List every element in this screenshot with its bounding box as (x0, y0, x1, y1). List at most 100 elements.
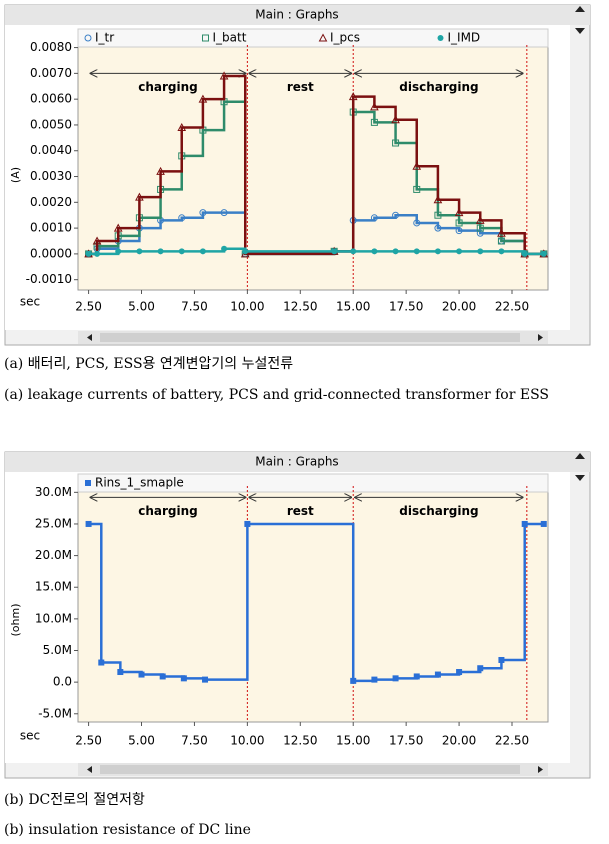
y-tick-label: 5.0M (43, 643, 72, 657)
chart-title: Main : Graphs (255, 455, 338, 469)
marker (244, 520, 251, 527)
y-tick-label: 0.0000 (30, 246, 72, 260)
legend (77, 473, 549, 493)
phase-label: discharging (399, 504, 478, 518)
marker (455, 227, 463, 235)
x-tick-label: 22.50 (495, 300, 529, 314)
marker (94, 250, 101, 257)
marker (498, 248, 505, 255)
marker (434, 211, 442, 219)
y-tick-label: 10.0M (35, 611, 72, 625)
x-tick-label: 15.00 (336, 734, 370, 748)
y-tick-label: -5.0M (38, 706, 72, 720)
marker (456, 248, 463, 255)
marker (434, 248, 441, 255)
x-tick-label: 22.50 (495, 734, 529, 748)
marker (521, 250, 528, 257)
y-tick-label: 0.0020 (30, 195, 72, 209)
marker (455, 219, 463, 227)
marker (85, 250, 92, 257)
marker (391, 115, 400, 124)
x-tick-label: 17.50 (389, 300, 423, 314)
marker (371, 248, 378, 255)
legend-label: I_IMD (448, 31, 481, 45)
marker (113, 223, 123, 232)
marker (540, 250, 547, 257)
x-tick-label: 20.00 (442, 734, 476, 748)
marker (180, 675, 187, 682)
marker (454, 208, 464, 217)
series-line (88, 247, 544, 256)
marker (497, 237, 505, 245)
legend-label: Rins_1_smaple (95, 476, 184, 490)
marker (456, 669, 463, 676)
caption: (b) insulation resistance of DC line (4, 822, 251, 838)
marker (117, 669, 124, 676)
x-tick-label: 7.50 (181, 300, 208, 314)
x-tick-label: 10.00 (230, 734, 264, 748)
phase-label: rest (287, 504, 314, 518)
y-tick-label: 20.0M (35, 548, 72, 562)
x-tick-label: 10.00 (230, 300, 264, 314)
marker (138, 671, 145, 678)
legend-marker (84, 34, 92, 42)
legend-marker (202, 34, 209, 42)
y-tick-label: 0.0060 (30, 92, 72, 106)
marker (98, 659, 105, 666)
marker (477, 665, 484, 672)
marker (85, 520, 92, 527)
marker (220, 209, 228, 217)
marker (135, 192, 144, 201)
x-tick-label: 5.00 (128, 734, 155, 748)
x-axis-label: sec (20, 729, 40, 743)
x-tick-label: 20.00 (442, 300, 476, 314)
marker (497, 228, 506, 237)
marker (242, 248, 249, 255)
marker (476, 224, 484, 232)
marker (199, 209, 207, 217)
legend-marker (437, 35, 444, 41)
y-tick-label: 0.0050 (30, 117, 72, 131)
marker (350, 677, 357, 684)
marker (392, 211, 400, 219)
caption: (b) DC전로의 절연저항 (4, 792, 145, 808)
marker (413, 185, 421, 193)
phase-label: discharging (399, 80, 478, 94)
marker (178, 214, 186, 222)
y-tick-label: 30.0M (35, 485, 72, 499)
marker (434, 671, 441, 678)
x-tick-label: 12.50 (283, 300, 317, 314)
y-axis-label: (ohm) (9, 604, 22, 637)
y-tick-label: -0.0010 (26, 272, 72, 286)
x-tick-label: 15.00 (336, 300, 370, 314)
x-tick-label: 7.50 (181, 734, 208, 748)
y-tick-label: 0.0070 (30, 66, 72, 80)
marker (157, 248, 164, 255)
plot-area (77, 44, 549, 291)
x-tick-label: 2.50 (75, 300, 102, 314)
marker (371, 676, 378, 683)
legend (77, 28, 549, 48)
phase-label: charging (138, 80, 198, 94)
marker (433, 195, 443, 204)
y-axis-label: (A) (9, 167, 22, 183)
marker (434, 224, 442, 232)
marker (392, 675, 399, 682)
marker (370, 102, 379, 111)
phase-label: rest (287, 80, 314, 94)
marker (370, 118, 378, 126)
marker (350, 248, 357, 255)
marker (156, 166, 165, 175)
caption: (a) leakage currents of battery, PCS and… (4, 387, 549, 403)
legend-label: I_batt (213, 31, 247, 45)
marker (177, 122, 187, 132)
y-tick-label: 0.0 (53, 675, 72, 689)
marker (202, 676, 209, 683)
marker (219, 71, 229, 80)
legend-marker (85, 480, 91, 486)
legend-label: I_tr (95, 31, 114, 45)
y-tick-label: 25.0M (35, 516, 72, 530)
marker (498, 656, 505, 663)
y-tick-label: 15.0M (35, 580, 72, 594)
